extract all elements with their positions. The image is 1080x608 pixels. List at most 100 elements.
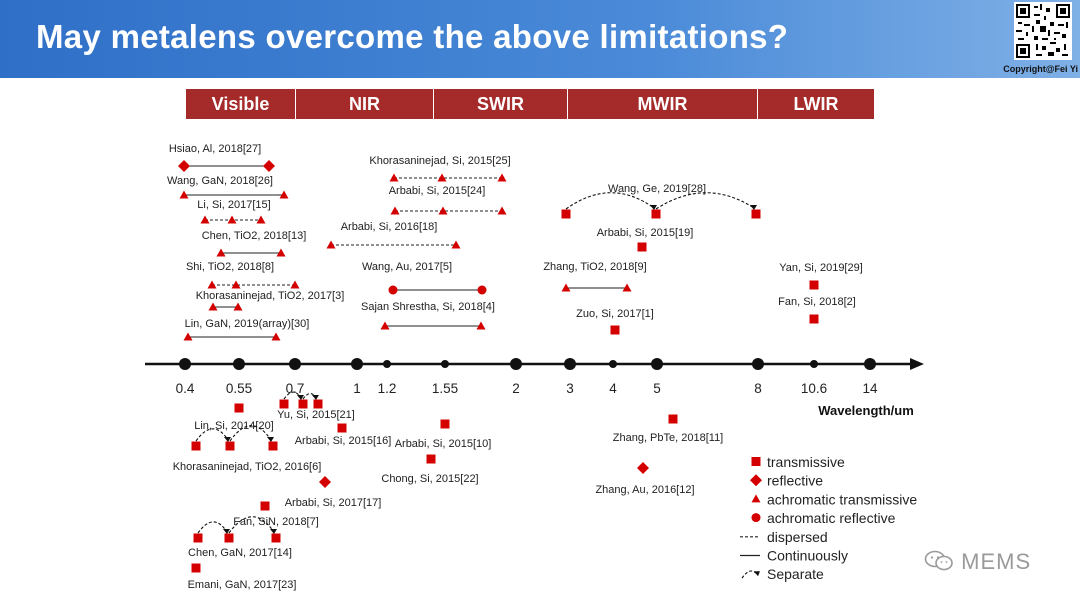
marker-square [337, 423, 347, 433]
work-label: Chong, Si, 2015[22] [381, 473, 478, 485]
work-entry: Li, Si, 2017[15] [197, 199, 271, 224]
marker-square [751, 457, 761, 466]
work-label: Arbabi, Si, 2015[24] [389, 185, 486, 197]
marker-square [298, 399, 308, 409]
axis-tick-dot [609, 360, 617, 368]
marker-square [426, 454, 436, 464]
arrow-head [650, 205, 657, 210]
legend-label: achromatic transmissive [767, 491, 917, 507]
marker-triangle [497, 206, 507, 215]
legend-label: dispersed [767, 529, 828, 545]
marker-triangle [437, 173, 447, 182]
work-label: Zhang, PbTe, 2018[11] [613, 432, 724, 444]
marker-triangle [438, 206, 448, 215]
marker-square [279, 399, 289, 409]
axis-tick-dot [864, 358, 876, 370]
work-label: Khorasaninejad, TiO2, 2017[3] [196, 290, 345, 302]
marker-square [268, 441, 278, 451]
work-label: Chen, GaN, 2017[14] [188, 547, 292, 559]
marker-square [224, 533, 234, 543]
axis-tick-label: 0.4 [176, 381, 195, 396]
work-entry: Yu, Si, 2015[21] [277, 391, 355, 421]
work-label: Arbabi, Si, 2015[10] [395, 438, 492, 450]
marker-square [313, 399, 323, 409]
band-nir: NIR [296, 89, 434, 119]
legend-item: achromatic transmissive [751, 491, 917, 507]
legend-label: Continuously [767, 548, 848, 564]
work-entry: Fan, SiN, 2018[7] [233, 501, 319, 528]
marker-triangle [216, 248, 226, 257]
work-label: Zuo, Si, 2017[1] [576, 308, 654, 320]
work-entry: Yan, Si, 2019[29] [779, 262, 863, 290]
legend: transmissive reflective achromatic transmi… [740, 454, 917, 582]
axis-title: Wavelength/um [818, 403, 914, 418]
marker-square [809, 314, 819, 324]
marker-triangle [561, 283, 571, 292]
legend-label: achromatic reflective [767, 510, 896, 526]
separate-arc [229, 425, 272, 442]
wechat-icon [924, 550, 953, 571]
marker-square [651, 209, 661, 219]
work-entry: Zuo, Si, 2017[1] [576, 308, 654, 335]
work-label: Hsiao, Al, 2018[27] [169, 143, 261, 155]
legend-label: reflective [767, 473, 823, 489]
work-entry: Zhang, TiO2, 2018[9] [543, 261, 647, 292]
marker-square [668, 414, 678, 424]
arrow-head [267, 437, 274, 442]
title-banner: May metalens overcome the above limitati… [0, 0, 1080, 78]
axis-tick-label: 1.2 [378, 381, 397, 396]
arrow-head [270, 529, 277, 534]
legend-item: Separate [741, 566, 824, 582]
work-entry: Zhang, Au, 2016[12] [595, 462, 695, 496]
arrow-head [754, 571, 760, 577]
marker-triangle [390, 206, 400, 215]
axis-tick-dot [351, 358, 363, 370]
marker-triangle [290, 280, 300, 289]
watermark: MEMS [924, 549, 1031, 575]
legend-item: reflective [750, 473, 823, 489]
marker-diamond [319, 476, 331, 488]
work-label: Yu, Si, 2015[21] [277, 409, 355, 421]
legend-item: Continuously [740, 548, 848, 564]
marker-diamond [637, 462, 649, 474]
marker-square [260, 501, 270, 511]
separate-arc [565, 192, 655, 210]
marker-square [751, 209, 761, 219]
marker-triangle [208, 302, 218, 311]
marker-triangle [227, 215, 237, 224]
axis-tick-dot [510, 358, 522, 370]
separate-arc [197, 521, 228, 534]
work-entry: Chen, GaN, 2017[14] [188, 516, 292, 559]
marker-circle [477, 285, 487, 295]
marker-square [809, 280, 819, 290]
work-label: Lin, GaN, 2019(array)[30] [185, 318, 310, 330]
axis-tick-label: 14 [862, 381, 878, 396]
marker-square [561, 209, 571, 219]
legend-label: transmissive [767, 454, 845, 470]
marker-triangle [183, 332, 193, 341]
work-label: Wang, Ge, 2019[28] [608, 183, 706, 195]
work-label: Arbabi, Si, 2016[18] [341, 221, 438, 233]
marker-square [610, 325, 620, 335]
marker-square [637, 242, 647, 252]
marker-square [193, 533, 203, 543]
band-visible: Visible [186, 89, 296, 119]
axis-tick-dot [651, 358, 663, 370]
work-entry: Arbabi, Si, 2015[19] [597, 227, 694, 252]
work-entry: Lin, Si, 2014[20] [194, 403, 274, 432]
axis-tick-dot [233, 358, 245, 370]
work-label: Wang, Au, 2017[5] [362, 261, 452, 273]
work-label: Arbabi, Si, 2015[19] [597, 227, 694, 239]
marker-triangle [256, 215, 266, 224]
band-swir: SWIR [434, 89, 568, 119]
marker-square [271, 533, 281, 543]
work-label: Li, Si, 2017[15] [197, 199, 270, 211]
work-label: Emani, GaN, 2017[23] [188, 579, 297, 591]
arrow-head [750, 205, 757, 210]
separate-arc [655, 192, 755, 210]
work-label: Arbabi, Si, 2017[17] [285, 497, 382, 509]
slide-title: May metalens overcome the above limitati… [36, 18, 789, 55]
separate-arc [283, 391, 302, 400]
marker-circle [388, 285, 398, 295]
